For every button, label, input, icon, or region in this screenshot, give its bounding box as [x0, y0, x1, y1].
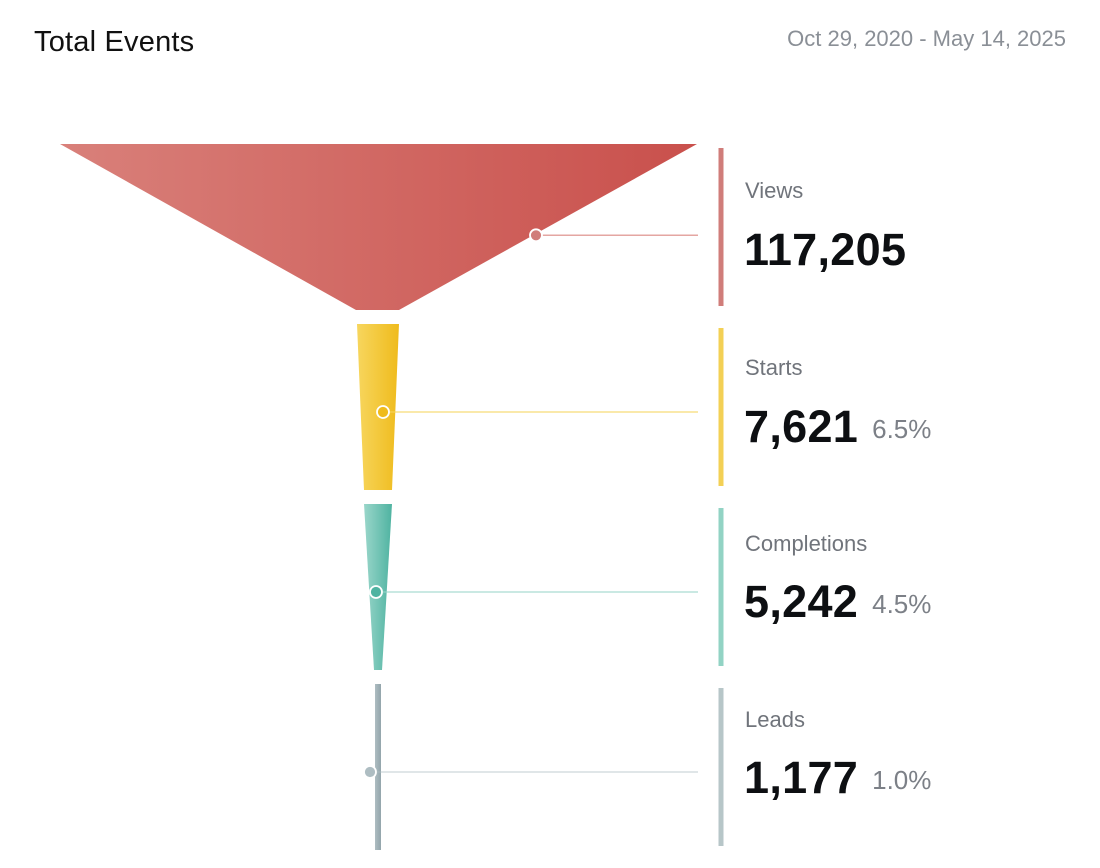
stage-value-leads: 1,177 1.0% — [744, 752, 931, 804]
funnel-segment-leads[interactable] — [375, 684, 381, 850]
stage-label-starts: Starts — [745, 355, 803, 380]
stage-value-completions: 5,242 4.5% — [744, 576, 931, 628]
stage-count-starts: 7,621 — [744, 401, 859, 452]
stage-value-views: 117,205 — [744, 224, 920, 276]
stage-bar-starts — [718, 328, 724, 486]
connector-dot-completions[interactable] — [369, 585, 383, 599]
chart-title: Total Events — [34, 26, 195, 58]
stage-count-leads: 1,177 — [744, 752, 859, 803]
funnel-segment-views[interactable] — [60, 144, 697, 310]
connector-dot-leads[interactable] — [363, 765, 377, 779]
stage-bar-completions — [718, 508, 724, 666]
funnel-segment-starts[interactable] — [357, 324, 399, 490]
stage-count-completions: 5,242 — [744, 576, 859, 627]
connector-dot-starts[interactable] — [376, 405, 390, 419]
stage-label-leads: Leads — [745, 707, 805, 732]
stage-bar-views — [718, 148, 724, 306]
stage-percent-leads: 1.0% — [872, 765, 932, 795]
connector-dot-views[interactable] — [529, 228, 543, 243]
stage-label-views: Views — [745, 178, 804, 203]
stage-value-starts: 7,621 6.5% — [744, 401, 931, 453]
stage-percent-starts: 6.5% — [872, 414, 932, 444]
stage-percent-completions: 4.5% — [872, 589, 932, 619]
date-range[interactable]: Oct 29, 2020 - May 14, 2025 — [787, 26, 1066, 51]
stage-bar-leads — [718, 688, 724, 846]
stage-count-views: 117,205 — [744, 224, 907, 275]
stage-label-completions: Completions — [745, 531, 868, 556]
